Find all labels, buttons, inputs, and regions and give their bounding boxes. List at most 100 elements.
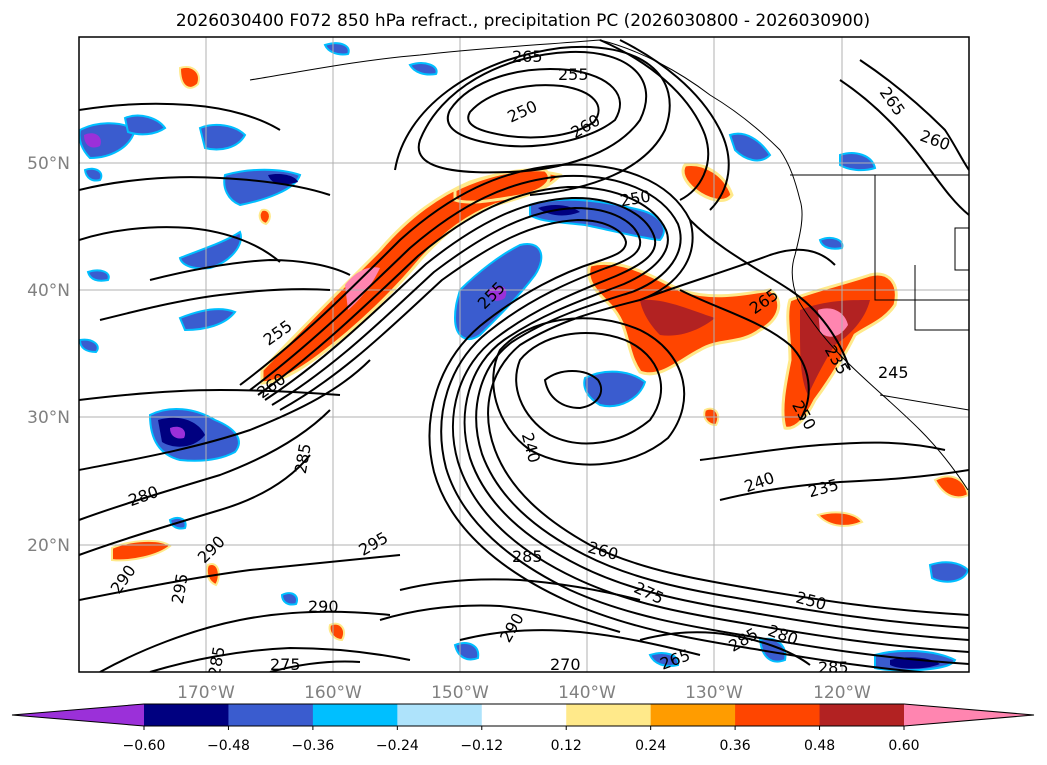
- colorbar-tick-label: −0.24: [376, 738, 419, 754]
- colorbar-swatch: [312, 704, 398, 726]
- contour-north-5: [619, 39, 730, 211]
- contour-low-1: [515, 332, 663, 445]
- contour-west-1: [79, 388, 341, 401]
- colorbar-tick-label: 0.36: [720, 738, 751, 754]
- contour-north-2: [467, 84, 600, 139]
- precip-neg-nw-6: [178, 308, 237, 332]
- contour-label: 290: [308, 597, 339, 616]
- precip-small-5: [933, 475, 969, 499]
- precip-small-1: [178, 66, 200, 89]
- lat-tick-label: 30°N: [27, 408, 70, 428]
- contour-west-11: [99, 288, 331, 321]
- contour-east-1: [689, 219, 851, 371]
- colorbar-tick-label: 0.48: [804, 738, 835, 754]
- colorbar-swatch: [566, 704, 652, 726]
- border-states-1: [874, 175, 969, 301]
- contour-north-6: [599, 39, 710, 201]
- precip-neg-small-8: [648, 652, 680, 667]
- contour-west-9: [79, 226, 281, 263]
- latitude-ticks: 50°N 40°N 30°N 20°N: [27, 154, 70, 556]
- precip-neg-tr: [728, 132, 772, 162]
- precip-neg-nw-1-core: [84, 133, 101, 148]
- colorbar-swatch: [650, 704, 736, 726]
- precip-neg-bottom-1: [453, 642, 480, 661]
- refractivity-contours: [79, 39, 969, 672]
- precip-small-2: [111, 540, 172, 562]
- colorbar-tick-label: 0.60: [888, 738, 919, 754]
- contour-west-6: [99, 610, 391, 672]
- precip-neg-west-large-purple: [170, 426, 186, 439]
- colorbar-tick-label: −0.48: [207, 738, 250, 754]
- precip-neg-nw-4: [198, 123, 247, 151]
- contour-bottom-3: [639, 631, 811, 666]
- contour-west-4: [79, 454, 311, 556]
- contour-label: 285: [205, 645, 229, 678]
- colorbar-swatch: [819, 704, 905, 726]
- map-panel: 265 255 250 260 265 260 250 255 265 255 …: [78, 36, 970, 678]
- contour-west-10: [149, 258, 351, 281]
- contour-bottom-1: [399, 578, 641, 601]
- colorbar: −0.60 −0.48 −0.36 −0.24 −0.12 0.12 0.24 0.36 0.4…: [11, 703, 1035, 754]
- lon-tick-label: 130°W: [685, 683, 743, 703]
- precip-band-pink-core: [345, 267, 380, 310]
- contour-east-7: [859, 59, 969, 171]
- border-states-2: [914, 265, 969, 331]
- contour-north-3: [417, 50, 648, 174]
- contour-label: 270: [550, 655, 581, 674]
- precip-neg-br-2: [928, 561, 969, 583]
- precip-neg-tr-2: [839, 152, 877, 172]
- contour-label: 245: [878, 363, 909, 382]
- contour-north-4: [394, 45, 671, 196]
- precip-small-6: [816, 511, 864, 527]
- precip-neg-small-3: [79, 338, 99, 354]
- lat-tick-label: 40°N: [27, 281, 70, 301]
- contour-bottom-2: [459, 629, 701, 656]
- contour-east-3: [639, 248, 836, 301]
- precip-small-3: [205, 563, 220, 587]
- colorbar-labels: −0.60 −0.48 −0.36 −0.24 −0.12 0.12 0.24 0.36 0.4…: [123, 726, 920, 754]
- contour-west-3: [79, 409, 331, 521]
- contour-jet-5: [271, 206, 969, 665]
- lat-tick-label: 50°N: [27, 154, 70, 174]
- precip-coast-core: [800, 300, 870, 395]
- coast-alaska: [249, 39, 801, 201]
- map-frame: [78, 36, 970, 673]
- contour-bottom-4: [379, 604, 621, 633]
- precip-neg-nw-1: [79, 122, 137, 160]
- contour-jet-3: [257, 185, 969, 641]
- lat-tick-label: 20°N: [27, 536, 70, 556]
- contour-label: 265: [512, 47, 543, 66]
- colorbar-extend-max: [904, 704, 1034, 726]
- precip-coast-pink: [818, 308, 848, 337]
- precip-neg-nw-5: [178, 230, 242, 270]
- contour-label: 285: [818, 658, 849, 677]
- colorbar-tick-label: 0.12: [551, 738, 582, 754]
- lon-tick-label: 120°W: [813, 683, 871, 703]
- precip-neg-small-5: [408, 62, 438, 76]
- precip-neg-small-4: [323, 42, 350, 56]
- precip-neg-small-2: [86, 269, 110, 282]
- contour-jet-6: [279, 218, 931, 672]
- contour-jet-1: [239, 163, 969, 616]
- contour-east-4: [699, 441, 946, 461]
- colorbar-tick-label: −0.60: [123, 738, 166, 754]
- contour-west-5: [79, 554, 401, 601]
- lon-tick-label: 140°W: [558, 683, 616, 703]
- precip-neg-nw-3-core: [268, 173, 298, 185]
- contour-west-7: [149, 646, 411, 672]
- coastlines: [249, 39, 969, 491]
- border-states-3: [954, 227, 969, 271]
- contour-west-8: [269, 660, 361, 672]
- colorbar-tick-label: −0.12: [460, 738, 503, 754]
- contour-jet-4: [264, 196, 969, 653]
- contour-jet-2: [249, 174, 969, 629]
- precip-central-east-core: [640, 299, 715, 336]
- colorbar-swatch: [397, 704, 483, 726]
- colorbar-extend-min: [12, 704, 144, 726]
- graticule: [79, 37, 969, 672]
- contour-label: 285: [512, 547, 543, 566]
- colorbar-swatch: [481, 704, 567, 726]
- contour-west-2: [79, 359, 371, 471]
- colorbar-tick-label: 0.24: [635, 738, 666, 754]
